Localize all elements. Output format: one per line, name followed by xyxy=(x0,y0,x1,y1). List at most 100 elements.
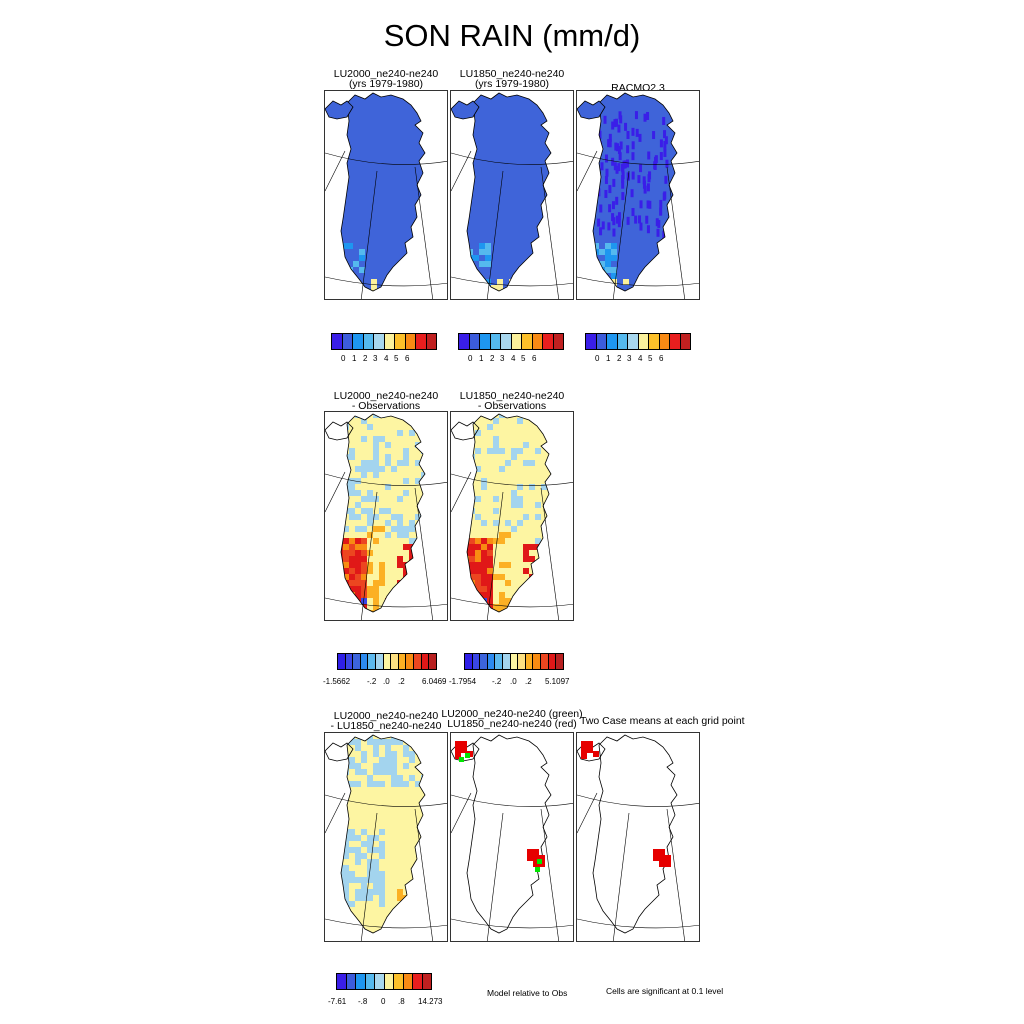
coastline xyxy=(325,100,354,120)
colorbar-swatch xyxy=(398,654,407,669)
significant-cells xyxy=(581,741,671,867)
field-cells xyxy=(341,735,425,933)
map-panel-r3c3 xyxy=(576,732,700,942)
colorbar-label: -1.7954 xyxy=(449,677,477,686)
coastline xyxy=(466,413,552,613)
colorbar-label: 1 xyxy=(479,354,484,363)
colorbar-swatch xyxy=(405,334,416,349)
colorbar-label: 6.0469 xyxy=(422,677,447,686)
map-svg xyxy=(451,92,573,299)
colorbar-swatch xyxy=(541,654,549,669)
map-panel-r3c2 xyxy=(450,732,574,942)
colorbar-label: 6 xyxy=(532,354,537,363)
graticule xyxy=(577,150,699,299)
colorbar-swatch xyxy=(384,974,394,989)
colorbar-swatch xyxy=(374,334,385,349)
colorbar-swatch xyxy=(533,654,542,669)
colorbar-swatch xyxy=(607,334,618,349)
field-cells xyxy=(467,414,551,612)
panel-title-line: - Observations xyxy=(351,400,421,412)
colorbar-swatch xyxy=(376,654,384,669)
colorbar-swatch xyxy=(617,334,628,349)
colorbar-swatch xyxy=(553,334,563,349)
colorbar-swatch xyxy=(518,654,526,669)
colorbar-swatch xyxy=(360,654,369,669)
colorbar-r2c1 xyxy=(337,653,437,670)
graticule xyxy=(325,792,447,941)
figure-title: SON RAIN (mm/d) xyxy=(383,18,641,53)
note-model-relative: Model relative to Obs xyxy=(487,988,568,998)
colorbar-label: 3 xyxy=(373,354,378,363)
colorbar-label: 3 xyxy=(627,354,632,363)
colorbar-swatch xyxy=(413,974,423,989)
colorbar-label: 0 xyxy=(468,354,473,363)
colorbar-swatch xyxy=(346,974,356,989)
colorbar-label: .2 xyxy=(525,677,532,686)
coastline xyxy=(577,100,606,120)
colorbar-r3c1 xyxy=(336,973,432,990)
coastline xyxy=(592,92,678,292)
graticule xyxy=(325,471,447,620)
colorbar-label: .2 xyxy=(398,677,405,686)
colorbar-label: 5 xyxy=(394,354,399,363)
colorbar-label: 6 xyxy=(405,354,410,363)
field-cells xyxy=(593,93,677,291)
colorbar-swatch xyxy=(332,334,343,349)
field-cells xyxy=(341,414,425,612)
colorbar-swatch xyxy=(342,334,353,349)
panel-title-r2c2: LU1850_ne240-ne240 - Observations xyxy=(432,390,592,412)
colorbar-swatch xyxy=(628,334,639,349)
panel-title-line: LU1850_ne240-ne240 xyxy=(459,68,565,80)
colorbar-label: 4 xyxy=(511,354,516,363)
colorbar-swatch xyxy=(469,334,480,349)
colorbar-swatch xyxy=(429,654,436,669)
graticule xyxy=(325,150,447,299)
colorbar-label: -7.61 xyxy=(328,997,347,1006)
map-svg xyxy=(577,734,699,941)
colorbar-label: 2 xyxy=(490,354,495,363)
colorbar-label: .0 xyxy=(383,677,390,686)
colorbar-swatch xyxy=(596,334,607,349)
colorbar-swatch xyxy=(638,334,649,349)
colorbar-label: 5 xyxy=(521,354,526,363)
colorbar-label: -.2 xyxy=(367,677,377,686)
colorbar-label: 1 xyxy=(352,354,357,363)
colorbar-swatch xyxy=(503,654,511,669)
colorbar-r1c3 xyxy=(585,333,691,350)
map-panel-r3c1 xyxy=(324,732,448,942)
map-svg xyxy=(325,413,447,620)
field-cells xyxy=(467,93,551,291)
colorbar-label: 3 xyxy=(500,354,505,363)
colorbar-swatch xyxy=(363,334,374,349)
graticule xyxy=(451,792,573,941)
colorbar-swatch xyxy=(659,334,670,349)
panel-title-r1c1: LU2000_ne240-ne240 (yrs 1979-1980) xyxy=(306,69,466,90)
panel-title-line: (yrs 1979-1980) xyxy=(348,78,424,90)
colorbar-swatch xyxy=(543,334,554,349)
colorbar-label: 4 xyxy=(638,354,643,363)
panel-title-line: LU2000_ne240-ne240 xyxy=(333,710,439,722)
colorbar-swatch xyxy=(345,654,354,669)
significant-cells xyxy=(455,741,545,872)
map-svg xyxy=(325,92,447,299)
colorbar-swatch xyxy=(375,974,385,989)
panel-title-line: - Observations xyxy=(477,400,547,412)
colorbar-label: 5.1097 xyxy=(545,677,570,686)
colorbar-swatch xyxy=(421,654,430,669)
colorbar-label: 0 xyxy=(341,354,346,363)
colorbar-swatch xyxy=(532,334,543,349)
colorbar-swatch xyxy=(680,334,690,349)
field-cells xyxy=(341,93,425,291)
colorbar-swatch xyxy=(480,654,488,669)
colorbar-swatch xyxy=(548,654,557,669)
colorbar-label: 0 xyxy=(381,997,386,1006)
colorbar-swatch xyxy=(501,334,512,349)
panel-title-line: LU1850_ne240-ne240 xyxy=(459,390,565,402)
map-panel-r2c2 xyxy=(450,411,574,621)
map-panel-r2c1 xyxy=(324,411,448,621)
coastline xyxy=(325,742,354,762)
panel-title-r1c2: LU1850_ne240-ne240 (yrs 1979-1980) xyxy=(432,68,592,90)
colorbar-label: .0 xyxy=(510,677,517,686)
colorbar-swatch xyxy=(394,974,404,989)
coastline xyxy=(592,734,678,934)
